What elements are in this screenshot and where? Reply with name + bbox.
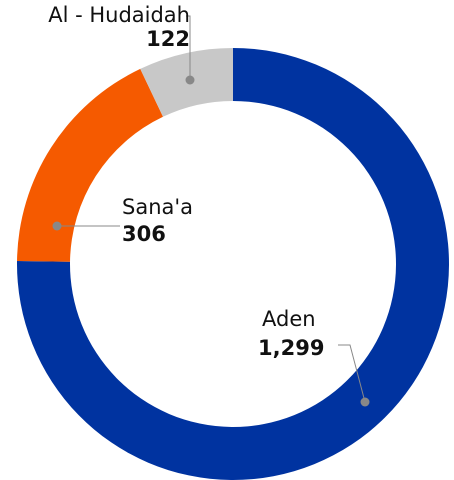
segment-label: Al - Hudaidah xyxy=(48,3,190,27)
value-label: 306 xyxy=(122,222,166,246)
segment-label: Sana'a xyxy=(122,195,193,219)
leader-line xyxy=(338,344,366,403)
donut-segment xyxy=(17,68,164,262)
leader-dot xyxy=(52,221,62,231)
value-label: 122 xyxy=(146,27,190,51)
segment-label: Aden xyxy=(262,307,316,331)
leader-line xyxy=(186,15,191,80)
value-label: 1,299 xyxy=(258,336,324,360)
leader-dot xyxy=(185,75,195,85)
leader-dot xyxy=(360,397,370,407)
